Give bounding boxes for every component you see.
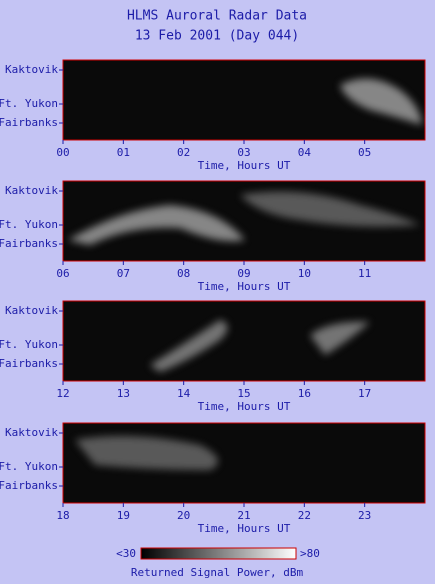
x-tick-label: 21 <box>237 509 250 522</box>
x-tick-label: 18 <box>56 509 69 522</box>
x-tick-label: 07 <box>117 267 130 280</box>
y-label: Kaktovik <box>5 63 58 76</box>
y-label: Fairbanks <box>0 116 58 129</box>
y-label: Ft. Yukon <box>0 338 58 351</box>
x-axis-label: Time, Hours UT <box>198 280 291 293</box>
x-tick-label: 13 <box>117 387 130 400</box>
y-label: Fairbanks <box>0 479 58 492</box>
x-tick-label: 06 <box>56 267 69 280</box>
x-tick-label: 12 <box>56 387 69 400</box>
x-tick-label: 08 <box>177 267 190 280</box>
x-tick-label: 09 <box>237 267 250 280</box>
x-tick-label: 16 <box>298 387 311 400</box>
x-tick-label: 19 <box>117 509 130 522</box>
x-tick-label: 11 <box>358 267 371 280</box>
x-tick-label: 03 <box>237 146 250 159</box>
x-tick-label: 01 <box>117 146 130 159</box>
radar-texture <box>68 78 422 470</box>
x-tick-label: 20 <box>177 509 190 522</box>
y-label: Ft. Yukon <box>0 460 58 473</box>
x-tick-label: 15 <box>237 387 250 400</box>
heatmap-panel <box>62 300 426 382</box>
subtitle: 13 Feb 2001 (Day 044) <box>135 29 299 44</box>
title: HLMS Auroral Radar Data <box>127 9 307 24</box>
x-tick-label: 17 <box>358 387 371 400</box>
colorbar <box>140 547 297 560</box>
y-label: Kaktovik <box>5 184 58 197</box>
x-axis-label: Time, Hours UT <box>198 159 291 172</box>
colorbar-label: Returned Signal Power, dBm <box>131 566 304 579</box>
colorbar-max: >80 <box>300 547 320 560</box>
x-tick-label: 22 <box>298 509 311 522</box>
y-label: Kaktovik <box>5 426 58 439</box>
x-tick-label: 23 <box>358 509 371 522</box>
x-tick-label: 14 <box>177 387 191 400</box>
x-tick-label: 04 <box>298 146 312 159</box>
x-axis-label: Time, Hours UT <box>198 400 291 413</box>
x-axis-label: Time, Hours UT <box>198 522 291 535</box>
y-label: Fairbanks <box>0 357 58 370</box>
y-label: Kaktovik <box>5 304 58 317</box>
x-tick-label: 10 <box>298 267 311 280</box>
x-tick-label: 05 <box>358 146 371 159</box>
x-tick-label: 00 <box>56 146 69 159</box>
colorbar-min: <30 <box>116 547 136 560</box>
y-label: Fairbanks <box>0 237 58 250</box>
y-label: Ft. Yukon <box>0 218 58 231</box>
x-tick-label: 02 <box>177 146 190 159</box>
y-label: Ft. Yukon <box>0 97 58 110</box>
